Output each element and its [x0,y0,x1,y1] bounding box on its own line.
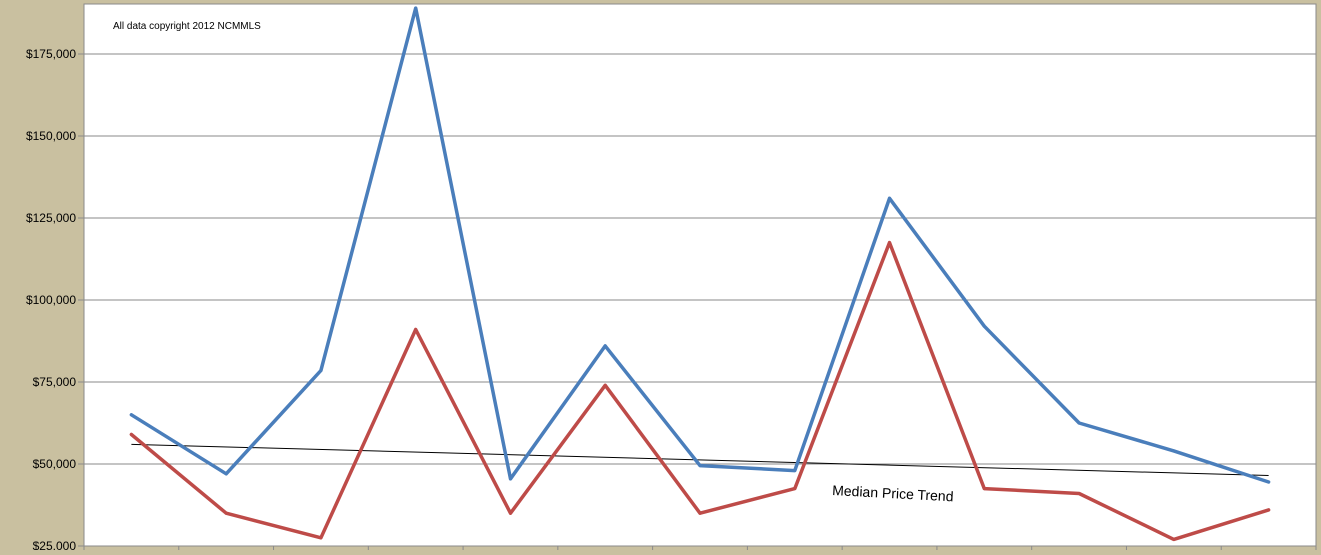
series-2-point [1267,508,1271,512]
y-tick-label: $125,000 [26,211,76,225]
y-tick-label: $150,000 [26,129,76,143]
series-2-point [224,511,228,515]
series-2-point [1077,492,1081,496]
gridlines [83,3,1317,547]
y-tick-label: $100,000 [26,293,76,307]
series-1-point [698,464,702,468]
series-1-point [508,477,512,481]
series-2-point [793,487,797,491]
series-lines [129,6,1271,542]
series-1-point [414,6,418,10]
series-1-point [1172,449,1176,453]
y-axis-ticks: $25,000 $50,000 $75,000 $100,000 $125,000 $15… [26,47,84,553]
series-2-point [698,511,702,515]
y-tick-label: $175,000 [26,47,76,61]
plot-area [84,4,1316,546]
series-2-point [982,487,986,491]
series-2-point [319,536,323,540]
y-tick-label: $50,000 [33,457,77,471]
series-1-point [603,344,607,348]
series-1-point [888,196,892,200]
series-1-point [982,324,986,328]
y-tick-label: $25,000 [33,539,77,550]
series-2-point [129,432,133,436]
series-2-point [603,383,607,387]
series-1-point [224,472,228,476]
trendline [131,443,1269,476]
plot-border [83,3,1317,547]
series-1-point [793,469,797,473]
series-2-point [508,511,512,515]
trend-label: Median Price Trend [832,482,954,504]
series-1-point [129,413,133,417]
y-tick-label: $75,000 [33,375,77,389]
series-2-point [888,241,892,245]
series-1-point [1077,421,1081,425]
copyright-note: All data copyright 2012 NCMMLS [113,21,261,32]
series-1-point [1267,480,1271,484]
series-2-point [1172,537,1176,541]
series-1-point [319,369,323,373]
series-2-point [414,328,418,332]
